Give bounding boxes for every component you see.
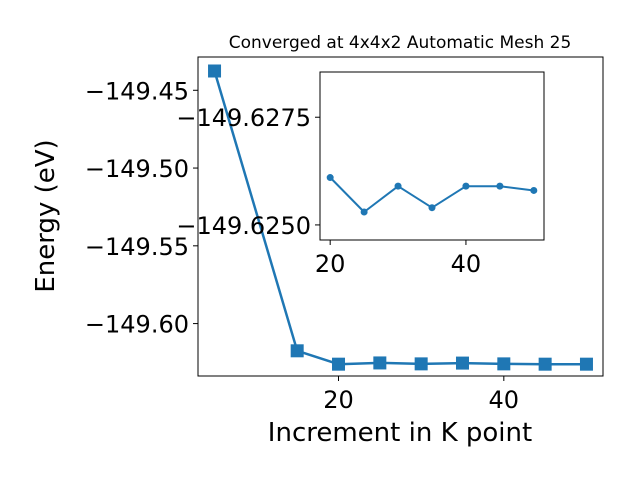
inset-data-point bbox=[394, 182, 402, 190]
inset-data-point bbox=[428, 204, 436, 212]
chart-title: Converged at 4x4x2 Automatic Mesh 25 bbox=[229, 33, 572, 53]
main-data-point bbox=[208, 64, 222, 78]
main-data-point bbox=[332, 357, 346, 371]
inset-x-tick-label: 20 bbox=[315, 250, 346, 278]
main-chart: −149.60−149.55−149.50−149.45 20 40 Conver… bbox=[31, 33, 604, 448]
y-axis-label: Energy (eV) bbox=[31, 139, 61, 292]
inset-data-point bbox=[360, 208, 368, 216]
inset-x-tick-label: 40 bbox=[451, 250, 482, 278]
main-data-point bbox=[538, 357, 552, 371]
main-y-tick-label: −149.55 bbox=[85, 233, 189, 261]
inset-plot-frame bbox=[319, 71, 545, 241]
inset-data-point bbox=[496, 182, 504, 190]
main-x-tick-label: 20 bbox=[323, 386, 354, 414]
inset-y-axis-ticks: −149.6250 −149.6275 bbox=[176, 104, 320, 240]
inset-data-point bbox=[530, 186, 538, 194]
main-plot-frame bbox=[197, 56, 604, 377]
inset-series bbox=[326, 174, 538, 216]
inset-y-tick-label: −149.6250 bbox=[176, 212, 311, 240]
main-data-point bbox=[579, 357, 593, 371]
x-axis-label: Increment in K point bbox=[268, 418, 532, 448]
inset-background bbox=[320, 72, 544, 240]
main-data-point bbox=[290, 344, 304, 358]
inset-chart: −149.6250−149.6275 20 40 bbox=[176, 71, 545, 278]
main-x-tick-label: 40 bbox=[489, 386, 520, 414]
main-series bbox=[208, 64, 593, 371]
main-y-tick-label: −149.45 bbox=[85, 77, 189, 105]
inset-x-axis-ticks: 20 40 bbox=[315, 240, 481, 278]
main-data-point bbox=[497, 357, 511, 371]
inset-data-point bbox=[462, 182, 470, 190]
main-data-point bbox=[455, 356, 469, 370]
main-y-tick-label: −149.60 bbox=[85, 311, 189, 339]
main-y-axis-ticks: −149.60 −149.55 −149.50 −149.45 bbox=[85, 77, 198, 339]
main-y-tick-label: −149.50 bbox=[85, 155, 189, 183]
inset-data-point bbox=[326, 174, 334, 182]
main-data-point bbox=[414, 357, 428, 371]
inset-y-tick-label: −149.6275 bbox=[176, 104, 311, 132]
main-x-axis-ticks: 20 40 bbox=[323, 376, 519, 414]
main-data-point bbox=[373, 356, 387, 370]
